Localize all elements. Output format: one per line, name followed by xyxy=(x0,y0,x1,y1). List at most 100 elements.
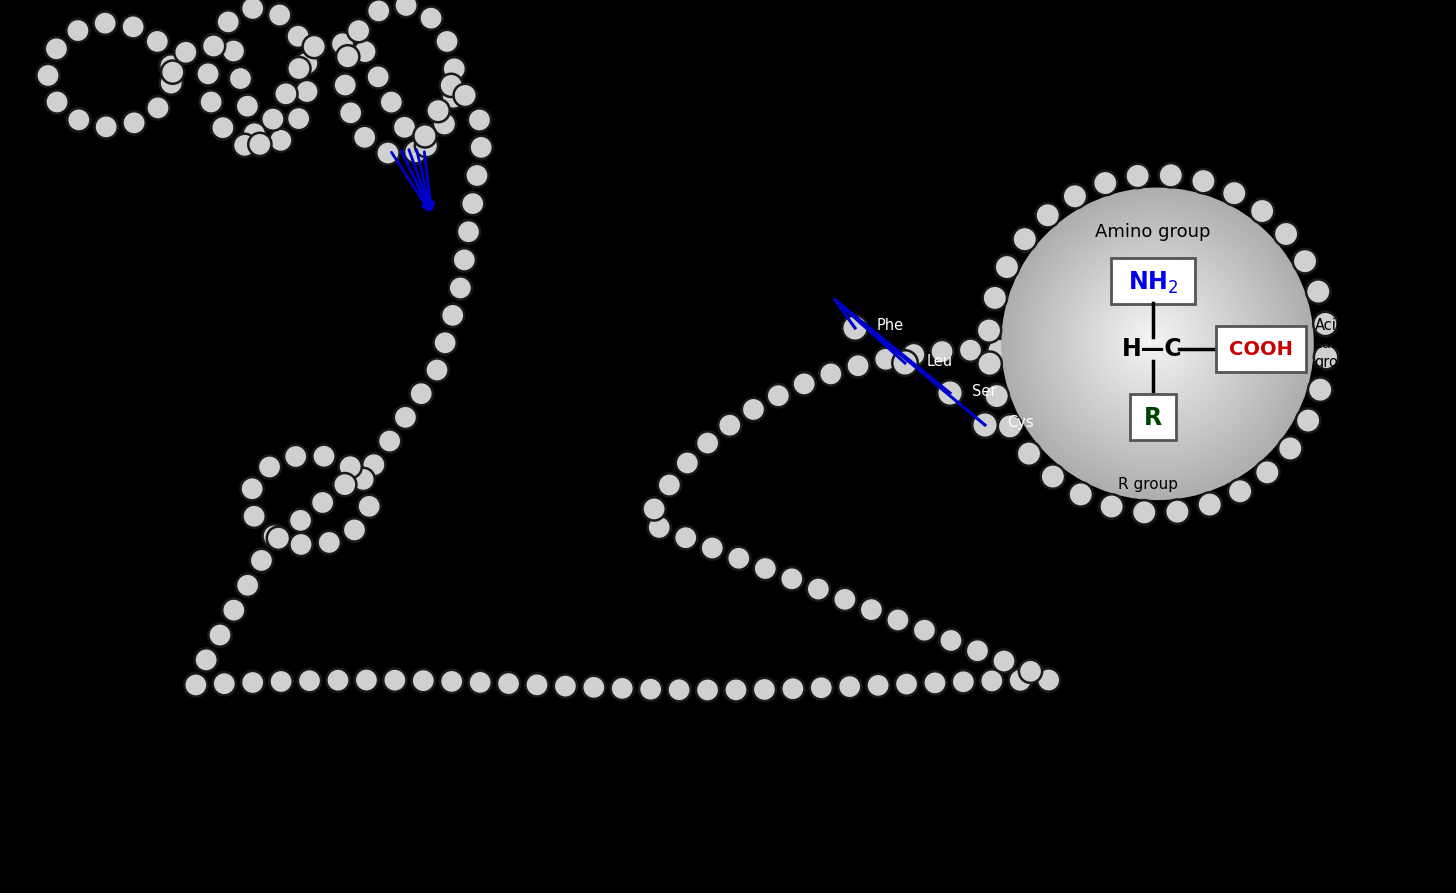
Circle shape xyxy=(95,115,118,138)
Circle shape xyxy=(743,398,764,421)
Circle shape xyxy=(1045,233,1264,452)
Circle shape xyxy=(1118,307,1184,372)
Circle shape xyxy=(1313,312,1338,336)
Circle shape xyxy=(1293,249,1318,273)
Circle shape xyxy=(1061,249,1246,434)
Circle shape xyxy=(470,136,492,159)
Circle shape xyxy=(1121,310,1181,370)
Circle shape xyxy=(696,679,719,702)
Circle shape xyxy=(1041,229,1270,456)
Text: R: R xyxy=(1143,405,1162,430)
Circle shape xyxy=(469,671,492,694)
Circle shape xyxy=(202,35,226,58)
Circle shape xyxy=(1101,288,1204,392)
Circle shape xyxy=(1021,207,1293,480)
Circle shape xyxy=(496,672,520,695)
Circle shape xyxy=(67,19,89,42)
Circle shape xyxy=(1115,304,1187,376)
Circle shape xyxy=(993,649,1016,672)
Circle shape xyxy=(197,63,220,86)
Circle shape xyxy=(1142,331,1158,346)
Circle shape xyxy=(303,35,326,58)
Circle shape xyxy=(1028,214,1284,471)
Circle shape xyxy=(939,629,962,652)
Circle shape xyxy=(467,108,491,131)
Circle shape xyxy=(229,67,252,90)
Circle shape xyxy=(667,678,690,701)
Circle shape xyxy=(383,669,406,692)
Circle shape xyxy=(676,451,699,474)
Circle shape xyxy=(432,113,456,136)
Circle shape xyxy=(1056,244,1254,440)
Circle shape xyxy=(1227,480,1252,504)
Circle shape xyxy=(1296,408,1321,433)
Circle shape xyxy=(1104,292,1200,388)
Circle shape xyxy=(1095,283,1210,398)
Circle shape xyxy=(435,29,459,53)
Circle shape xyxy=(221,39,245,63)
Circle shape xyxy=(317,530,341,554)
Circle shape xyxy=(860,598,882,622)
Circle shape xyxy=(287,57,310,80)
Circle shape xyxy=(453,248,476,271)
Circle shape xyxy=(380,90,403,113)
Circle shape xyxy=(526,673,549,697)
Circle shape xyxy=(1003,189,1312,498)
Circle shape xyxy=(185,673,207,697)
Circle shape xyxy=(199,90,223,113)
Circle shape xyxy=(1077,264,1230,418)
Circle shape xyxy=(1047,235,1262,450)
Text: Phe: Phe xyxy=(877,319,904,333)
Circle shape xyxy=(1307,378,1332,402)
Circle shape xyxy=(1067,255,1241,428)
Circle shape xyxy=(1105,294,1198,388)
Circle shape xyxy=(312,491,335,514)
Text: COOH: COOH xyxy=(1229,340,1293,359)
Circle shape xyxy=(414,124,437,147)
Circle shape xyxy=(393,405,416,429)
Text: Ser: Ser xyxy=(973,383,996,398)
Circle shape xyxy=(440,74,463,97)
Circle shape xyxy=(1025,212,1287,474)
Circle shape xyxy=(846,355,869,378)
Circle shape xyxy=(1064,253,1243,430)
Circle shape xyxy=(213,672,236,696)
Circle shape xyxy=(1080,268,1227,414)
Circle shape xyxy=(358,495,381,518)
Circle shape xyxy=(462,192,485,215)
Circle shape xyxy=(1010,196,1305,490)
Circle shape xyxy=(1082,269,1224,413)
Circle shape xyxy=(1108,296,1195,384)
Circle shape xyxy=(1053,240,1257,444)
Circle shape xyxy=(1037,224,1274,462)
Circle shape xyxy=(1066,255,1242,430)
Circle shape xyxy=(1073,260,1235,422)
Circle shape xyxy=(1147,338,1152,340)
Circle shape xyxy=(1019,205,1294,480)
Circle shape xyxy=(412,669,435,692)
Circle shape xyxy=(1016,341,1040,364)
Circle shape xyxy=(367,65,390,88)
Circle shape xyxy=(1124,313,1178,366)
Circle shape xyxy=(1128,318,1172,362)
Circle shape xyxy=(1088,275,1219,406)
Circle shape xyxy=(1144,334,1155,344)
Circle shape xyxy=(1096,284,1208,396)
Circle shape xyxy=(1038,225,1273,460)
Circle shape xyxy=(696,431,719,455)
Text: Cys: Cys xyxy=(1008,415,1034,430)
Circle shape xyxy=(1133,500,1156,524)
FancyBboxPatch shape xyxy=(1216,326,1306,371)
Circle shape xyxy=(1012,227,1037,251)
Circle shape xyxy=(1139,329,1160,350)
Circle shape xyxy=(284,445,307,468)
Circle shape xyxy=(648,516,671,539)
Text: Amino group: Amino group xyxy=(1095,223,1210,241)
Circle shape xyxy=(363,453,386,476)
Circle shape xyxy=(159,54,182,78)
Circle shape xyxy=(211,116,234,139)
Circle shape xyxy=(820,363,843,386)
Circle shape xyxy=(1009,195,1306,492)
Circle shape xyxy=(887,608,910,631)
Circle shape xyxy=(658,473,681,497)
